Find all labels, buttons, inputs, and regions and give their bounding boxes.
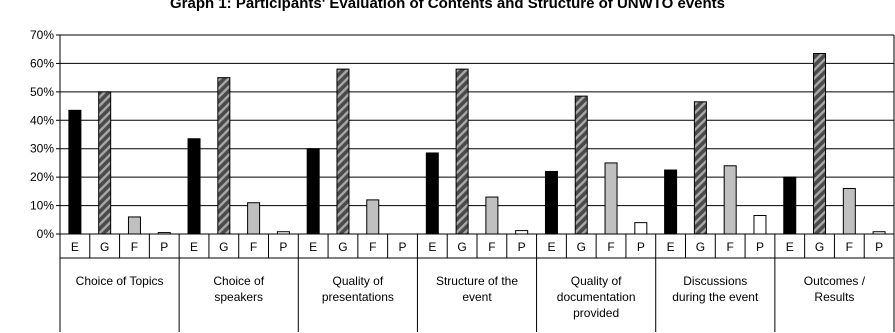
group-label-line: Structure of the bbox=[436, 274, 518, 288]
category-label: G bbox=[696, 240, 705, 254]
group-label-line: Quality of bbox=[571, 274, 622, 288]
group-label-line: Quality of bbox=[333, 274, 384, 288]
bar-g bbox=[455, 68, 469, 235]
y-tick-label: 20% bbox=[30, 170, 54, 184]
bar-e bbox=[425, 152, 439, 235]
category-label: E bbox=[309, 240, 317, 254]
category-label: P bbox=[518, 240, 526, 254]
bar-g bbox=[217, 77, 231, 235]
bar-e bbox=[544, 170, 558, 235]
bar-e bbox=[783, 176, 797, 235]
category-label: G bbox=[219, 240, 228, 254]
category-label: G bbox=[457, 240, 466, 254]
chart-title: Graph 1: Participants' Evaluation of Con… bbox=[169, 0, 726, 12]
group-label-line: provided bbox=[573, 306, 619, 320]
y-tick-label: 10% bbox=[30, 199, 54, 213]
category-label: F bbox=[846, 240, 853, 254]
y-tick-label: 60% bbox=[30, 56, 54, 70]
x-axis: E G F P Choice of Topics E G F P Choice of speaker… bbox=[59, 234, 895, 332]
bar-g bbox=[574, 95, 588, 235]
y-tick-label: 50% bbox=[30, 85, 54, 99]
category-label: E bbox=[190, 240, 198, 254]
category-label: E bbox=[547, 240, 555, 254]
bar-p bbox=[872, 231, 886, 235]
group-label-line: Choice of bbox=[213, 274, 264, 288]
category-label: P bbox=[875, 240, 883, 254]
group-label-line: speakers bbox=[214, 290, 263, 304]
group-label: Discussions during the event bbox=[672, 274, 759, 304]
bar-f bbox=[723, 165, 737, 235]
bar-g bbox=[813, 52, 827, 235]
category-label: E bbox=[667, 240, 675, 254]
bar-e bbox=[306, 148, 320, 235]
group-label-line: Outcomes / bbox=[804, 274, 866, 288]
category-label: F bbox=[131, 240, 138, 254]
category-label: F bbox=[727, 240, 734, 254]
category-label: E bbox=[786, 240, 794, 254]
category-label: F bbox=[369, 240, 376, 254]
group-label-line: documentation bbox=[557, 290, 636, 304]
category-label: P bbox=[160, 240, 168, 254]
y-tick-label: 0% bbox=[37, 227, 55, 241]
group-label: Structure of the event bbox=[436, 274, 518, 304]
group-label: Quality of documentation provided bbox=[557, 274, 636, 320]
category-label: E bbox=[428, 240, 436, 254]
category-label: E bbox=[71, 240, 79, 254]
group-label-line: during the event bbox=[672, 290, 759, 304]
bar-g bbox=[693, 101, 707, 235]
category-label: G bbox=[577, 240, 586, 254]
gridlines bbox=[60, 34, 894, 235]
bar-f bbox=[604, 162, 618, 235]
bar-p bbox=[276, 231, 290, 235]
category-label: P bbox=[637, 240, 645, 254]
group-label-line: event bbox=[462, 290, 492, 304]
y-tick-label: 30% bbox=[30, 142, 54, 156]
group-label-line: Choice of Topics bbox=[76, 274, 164, 288]
group-label-line: Discussions bbox=[683, 274, 747, 288]
bar-e bbox=[187, 138, 201, 235]
category-label: G bbox=[338, 240, 347, 254]
category-label: F bbox=[488, 240, 495, 254]
group-label: Choice of Topics bbox=[76, 274, 164, 288]
group-label-line: Results bbox=[814, 290, 854, 304]
bar-p bbox=[634, 222, 648, 235]
bar-f bbox=[842, 188, 856, 235]
bar-p bbox=[515, 230, 529, 235]
category-label: G bbox=[815, 240, 824, 254]
group-label: Quality of presentations bbox=[322, 274, 394, 304]
bars bbox=[68, 52, 886, 235]
group-label: Choice of speakers bbox=[213, 274, 264, 304]
category-label: G bbox=[100, 240, 109, 254]
bar-e bbox=[68, 109, 82, 235]
y-axis: 0% 10% 20% 30% 40% 50% 60% 70% bbox=[30, 28, 895, 241]
category-label: P bbox=[756, 240, 764, 254]
bar-p bbox=[753, 215, 767, 235]
bar-g bbox=[336, 68, 350, 235]
category-label: F bbox=[607, 240, 614, 254]
bar-f bbox=[247, 202, 261, 235]
bar-g bbox=[98, 91, 112, 235]
group-label: Outcomes / Results bbox=[804, 274, 866, 304]
category-label: F bbox=[250, 240, 257, 254]
y-tick-label: 70% bbox=[30, 28, 54, 42]
group-label-line: presentations bbox=[322, 290, 394, 304]
y-tick-label: 40% bbox=[30, 113, 54, 127]
bar-f bbox=[127, 216, 141, 235]
bar-p bbox=[157, 232, 171, 235]
bar-e bbox=[664, 169, 678, 235]
bar-f bbox=[485, 196, 499, 235]
bar-f bbox=[366, 199, 380, 235]
category-label: P bbox=[399, 240, 407, 254]
category-label: P bbox=[279, 240, 287, 254]
